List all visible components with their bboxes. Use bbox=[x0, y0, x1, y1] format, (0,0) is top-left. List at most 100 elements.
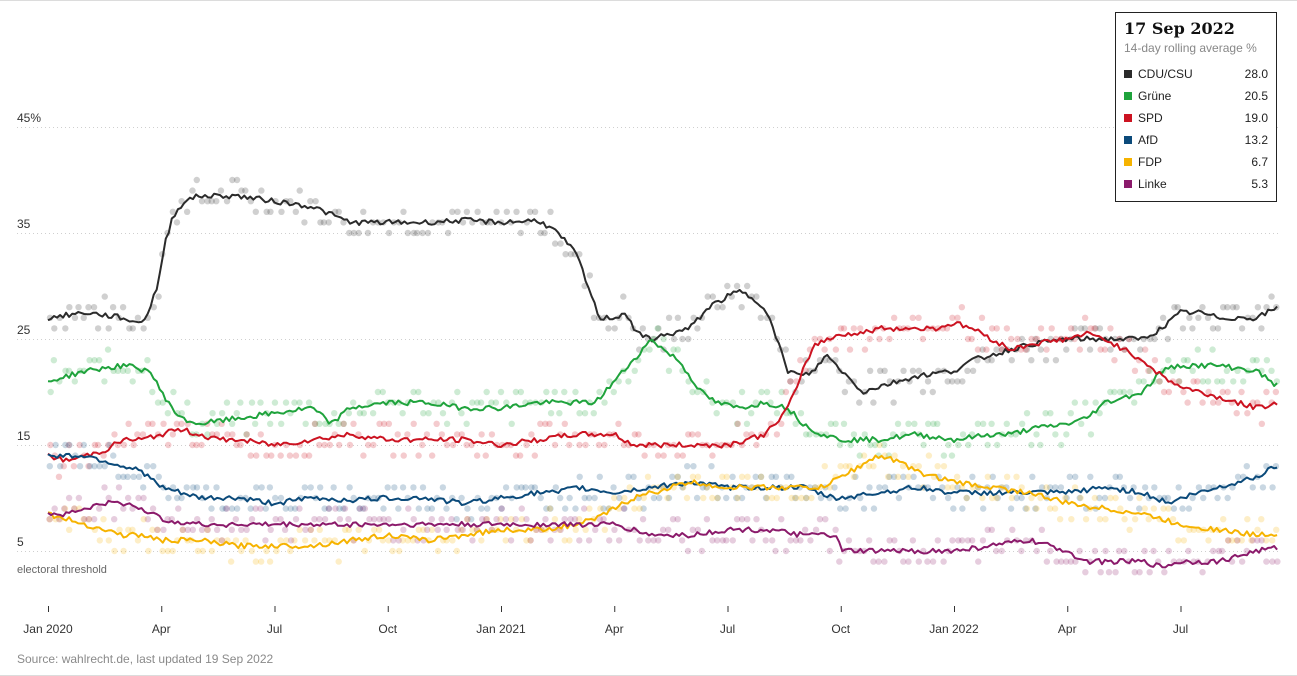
poll-dot bbox=[792, 537, 800, 544]
poll-dot bbox=[900, 558, 907, 565]
poll-dot bbox=[1115, 547, 1123, 555]
poll-dot bbox=[76, 441, 83, 449]
legend-label: SPD bbox=[1138, 111, 1163, 125]
poll-dot bbox=[1032, 505, 1039, 512]
poll-dot bbox=[576, 473, 583, 480]
poll-dot bbox=[679, 452, 687, 459]
poll-dot bbox=[458, 410, 465, 417]
poll-dot bbox=[561, 516, 568, 523]
poll-dot bbox=[1063, 558, 1070, 565]
poll-dot bbox=[979, 494, 986, 502]
poll-dot bbox=[399, 484, 407, 491]
poll-dot bbox=[454, 388, 461, 396]
poll-dot bbox=[512, 452, 520, 459]
poll-dot bbox=[1018, 420, 1026, 427]
poll-dot bbox=[394, 431, 401, 438]
poll-dot bbox=[502, 516, 509, 523]
poll-dot bbox=[266, 484, 274, 491]
poll-dot bbox=[1135, 378, 1143, 385]
poll-dot bbox=[561, 537, 568, 544]
poll-dot bbox=[95, 357, 103, 364]
poll-dot bbox=[312, 198, 319, 205]
poll-dot bbox=[229, 176, 236, 184]
poll-dot bbox=[173, 219, 181, 226]
y-tick-label: 35 bbox=[17, 217, 31, 231]
poll-dot bbox=[1046, 505, 1054, 512]
poll-dot bbox=[665, 526, 672, 533]
poll-dot bbox=[1200, 494, 1207, 502]
poll-dot bbox=[782, 346, 789, 353]
poll-dot bbox=[179, 526, 186, 533]
poll-dot bbox=[580, 505, 588, 512]
poll-dot bbox=[1033, 547, 1040, 555]
poll-dot bbox=[575, 516, 583, 523]
poll-dot bbox=[194, 516, 201, 523]
poll-dot bbox=[537, 420, 544, 427]
poll-dot bbox=[1164, 335, 1172, 343]
legend-item-afd: AfD 13.2 bbox=[1124, 129, 1268, 151]
poll-dot bbox=[954, 484, 961, 491]
poll-dot bbox=[650, 494, 658, 502]
poll-dot bbox=[1105, 569, 1113, 576]
poll-dot bbox=[415, 452, 422, 459]
poll-dot bbox=[1269, 484, 1276, 491]
poll-dot bbox=[1028, 335, 1035, 343]
poll-dot bbox=[769, 537, 776, 544]
poll-dot bbox=[1204, 378, 1212, 385]
poll-dot bbox=[1209, 399, 1217, 406]
poll-dot bbox=[219, 505, 226, 512]
poll-dot bbox=[527, 537, 534, 544]
legend-subtitle: 14-day rolling average % bbox=[1124, 41, 1257, 55]
poll-dot bbox=[1131, 569, 1138, 576]
poll-dot bbox=[1254, 537, 1261, 544]
poll-dot bbox=[169, 431, 177, 438]
poll-dot bbox=[679, 335, 686, 343]
poll-dots bbox=[46, 176, 1281, 576]
poll-dot bbox=[596, 473, 603, 480]
poll-dot bbox=[1244, 516, 1251, 523]
poll-dot bbox=[601, 526, 609, 533]
poll-dot bbox=[944, 378, 951, 385]
poll-dot bbox=[924, 378, 932, 385]
poll-dot bbox=[1215, 547, 1222, 555]
poll-dot bbox=[631, 431, 638, 438]
poll-dot bbox=[361, 505, 369, 512]
x-tick-label: Jan 2021 bbox=[476, 622, 526, 636]
poll-dot bbox=[709, 494, 716, 502]
poll-dot bbox=[744, 516, 751, 523]
poll-dot bbox=[435, 399, 442, 406]
poll-dot bbox=[1230, 378, 1237, 385]
poll-dot bbox=[1007, 505, 1015, 512]
poll-dot bbox=[1244, 410, 1251, 417]
poll-dot bbox=[1082, 399, 1089, 406]
poll-dot bbox=[1161, 569, 1168, 576]
poll-dot bbox=[708, 463, 715, 470]
poll-dot bbox=[301, 452, 308, 459]
poll-dot bbox=[821, 346, 828, 353]
poll-dot bbox=[248, 547, 256, 555]
poll-dot bbox=[1199, 304, 1206, 311]
poll-dot bbox=[714, 537, 721, 544]
poll-dot bbox=[272, 494, 279, 502]
poll-dot bbox=[958, 537, 966, 544]
poll-dot bbox=[674, 452, 681, 459]
poll-dot bbox=[1258, 420, 1266, 427]
poll-dot bbox=[415, 388, 422, 396]
poll-dot bbox=[57, 463, 64, 470]
poll-dot bbox=[1112, 473, 1119, 480]
poll-dot bbox=[453, 516, 460, 523]
poll-dot bbox=[292, 208, 300, 215]
poll-dot bbox=[1111, 388, 1118, 396]
poll-dot bbox=[753, 293, 760, 300]
poll-dot bbox=[502, 537, 509, 544]
poll-dot bbox=[890, 399, 897, 406]
poll-dot bbox=[1131, 399, 1138, 406]
poll-dot bbox=[655, 325, 662, 332]
poll-dot bbox=[75, 304, 82, 311]
series-line-cducsu bbox=[47, 192, 1278, 395]
poll-dot bbox=[929, 558, 937, 565]
poll-dot bbox=[528, 431, 535, 438]
poll-dot bbox=[101, 484, 108, 491]
poll-dot bbox=[866, 484, 873, 491]
poll-dot bbox=[1043, 484, 1050, 491]
